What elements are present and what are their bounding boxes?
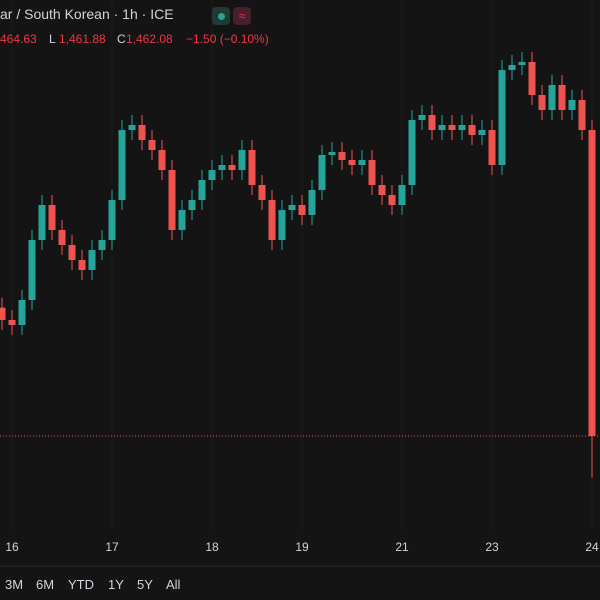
status-icon <box>212 7 230 25</box>
candle-body <box>318 155 326 190</box>
candle-body <box>408 120 416 185</box>
candle-body <box>518 62 526 65</box>
candle-body <box>398 185 406 205</box>
range-button[interactable]: 6M <box>36 577 55 592</box>
candle-body <box>478 130 486 135</box>
range-button[interactable]: 5Y <box>137 577 153 592</box>
candle-body <box>378 185 386 195</box>
candle-body <box>0 307 6 320</box>
candle-body <box>48 205 56 230</box>
candle-body <box>98 240 106 250</box>
market-icon: ≈ <box>233 7 251 25</box>
candle-body <box>138 125 146 140</box>
candle-body <box>498 70 506 165</box>
candle-body <box>68 245 76 260</box>
candle-body <box>38 205 46 240</box>
range-button[interactable]: YTD <box>68 577 94 592</box>
symbol-title: ar / South Korean · 1h · ICE <box>0 6 174 22</box>
x-tick-label: 19 <box>295 540 309 554</box>
candle-body <box>558 85 566 110</box>
candle-body <box>238 150 246 170</box>
close-letter: C <box>117 32 126 46</box>
candle-body <box>228 165 236 170</box>
candle-body <box>588 130 596 436</box>
candle-body <box>8 320 16 325</box>
candle-body <box>218 165 226 170</box>
high-value: 464.63 <box>0 32 37 46</box>
range-button[interactable]: 3M <box>5 577 24 592</box>
candle-body <box>168 170 176 230</box>
candle-body <box>88 250 96 270</box>
candle-body <box>468 125 476 135</box>
candle-body <box>428 115 436 130</box>
candle-body <box>298 205 306 215</box>
close-value: 1,462.08 <box>126 32 173 46</box>
range-button[interactable]: All <box>166 577 181 592</box>
change-value: −1.50 (−0.10%) <box>186 32 269 46</box>
candle-body <box>118 130 126 200</box>
candle-body <box>28 240 36 300</box>
x-tick-label: 21 <box>395 540 409 554</box>
candle-body <box>438 125 446 130</box>
candle-body <box>388 195 396 205</box>
candle-body <box>198 180 206 200</box>
x-tick-label: 17 <box>105 540 119 554</box>
candle-body <box>338 152 346 160</box>
candle-body <box>578 100 586 130</box>
candle-body <box>178 210 186 230</box>
x-tick-label: 24 <box>585 540 599 554</box>
low-value: 1,461.88 <box>59 32 106 46</box>
candle-body <box>188 200 196 210</box>
candle-body <box>148 140 156 150</box>
candle-body <box>328 152 336 155</box>
candle-body <box>78 260 86 270</box>
candle-body <box>538 95 546 110</box>
x-tick-label: 16 <box>5 540 19 554</box>
candle-body <box>128 125 136 130</box>
candle-body <box>448 125 456 130</box>
status-dot <box>217 12 225 20</box>
candle-body <box>308 190 316 215</box>
candle-body <box>158 150 166 170</box>
candle-body <box>18 300 26 325</box>
candle-body <box>528 62 536 95</box>
candle-body <box>358 160 366 165</box>
candle-body <box>258 185 266 200</box>
candle-body <box>568 100 576 110</box>
candle-body <box>548 85 556 110</box>
candle-body <box>348 160 356 165</box>
candle-body <box>508 65 516 70</box>
x-tick-label: 18 <box>205 540 219 554</box>
candle-body <box>488 130 496 165</box>
candle-body <box>288 205 296 210</box>
candle-body <box>248 150 256 185</box>
candle-body <box>418 115 426 120</box>
candle-body <box>458 125 466 130</box>
candle-body <box>278 210 286 240</box>
low-letter: L <box>49 32 56 46</box>
candle-body <box>108 200 116 240</box>
range-button[interactable]: 1Y <box>108 577 124 592</box>
x-tick-label: 23 <box>485 540 499 554</box>
candle-body <box>58 230 66 245</box>
candle-body <box>268 200 276 240</box>
candle-body <box>208 170 216 180</box>
candle-body <box>368 160 376 185</box>
